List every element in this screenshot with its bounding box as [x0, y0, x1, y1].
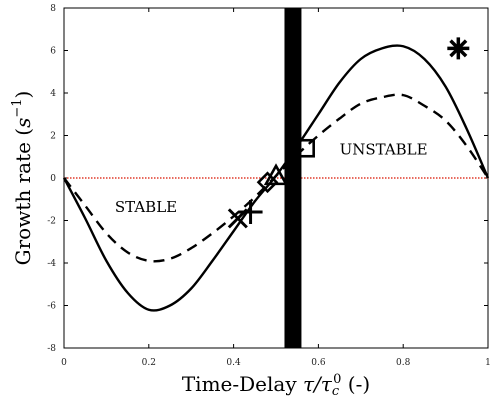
x-axis-label: Time-Delay τ/τc0 (-) [182, 372, 370, 399]
y-axis-label: Growth rate (s−1) [10, 91, 35, 266]
square-marker [296, 138, 315, 158]
x-tick-label: 1 [485, 358, 490, 368]
diamond-marker [256, 171, 279, 194]
axis-ticks: 0 0.2 0.4 0.6 0.8 1 8 6 4 2 0 -2 -4 -6 -8 [47, 4, 490, 368]
cross-stroke [227, 208, 248, 229]
stable-region-label: STABLE [115, 198, 177, 216]
y-tick-label: -6 [47, 302, 56, 312]
asterisk-marker [447, 37, 470, 60]
asterisk-stroke [449, 39, 468, 58]
x-tick-label: 0.2 [142, 358, 156, 368]
vertical-black-band [284, 8, 302, 348]
y-tick-label: 2 [50, 132, 56, 142]
y-tick-label: 8 [50, 4, 56, 14]
x-tick-label: 0.8 [396, 358, 411, 368]
y-tick-label: -2 [47, 217, 56, 227]
y-tick-label: 0 [50, 174, 56, 184]
marker-layer [227, 37, 470, 229]
cross-marker [227, 208, 248, 229]
annotation-layer: STABLE UNSTABLE [115, 141, 428, 216]
band-layer [284, 8, 302, 348]
x-tick-label: 0 [61, 358, 67, 368]
series-layer [62, 44, 490, 312]
dashed-series-line [63, 93, 489, 263]
y-tick-label: -8 [47, 344, 56, 354]
unstable-region-label: UNSTABLE [340, 141, 428, 159]
y-tick-label: 4 [50, 89, 56, 99]
x-tick-label: 0.6 [311, 358, 326, 368]
y-tick-label: -4 [47, 259, 56, 269]
x-tick-label: 0.4 [226, 358, 241, 368]
y-tick-label: 6 [50, 47, 56, 57]
